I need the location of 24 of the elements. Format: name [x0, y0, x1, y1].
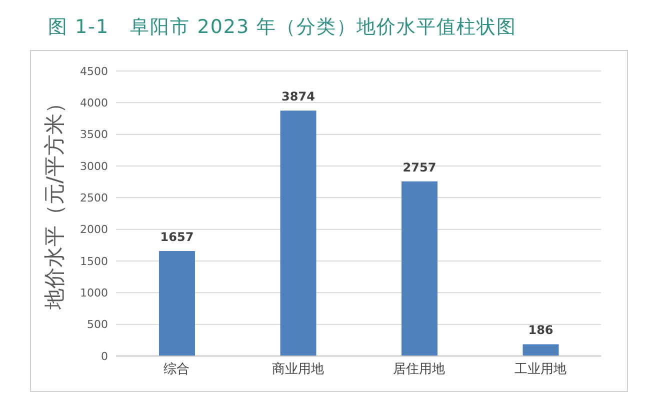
- y-tick-label: 2500: [80, 192, 108, 205]
- bar: [159, 251, 195, 356]
- x-tick-label: 综合: [164, 362, 190, 378]
- x-tick-label: 居住用地: [393, 362, 446, 378]
- y-tick-label: 2000: [80, 223, 108, 236]
- chart-title: 图 1-1 阜阳市 2023 年（分类）地价水平值柱状图: [48, 15, 517, 40]
- bar: [522, 344, 559, 356]
- data-label: 1657: [160, 230, 194, 244]
- data-label: 2757: [402, 160, 436, 174]
- data-label: 3874: [282, 90, 315, 104]
- y-tick-label: 1000: [80, 286, 108, 300]
- y-tick-label: 0: [101, 350, 108, 363]
- y-tick-label: 4500: [80, 64, 108, 78]
- x-tick-label: 工业用地: [514, 362, 566, 378]
- y-tick-label: 4000: [80, 96, 108, 110]
- y-tick-label: 1500: [80, 254, 108, 268]
- bar: [280, 110, 316, 356]
- data-label: 186: [528, 323, 554, 338]
- bar: [402, 181, 438, 356]
- y-tick-label: 3000: [80, 160, 108, 173]
- x-tick-label: 商业用地: [272, 362, 324, 378]
- y-axis-title: 地价水平（元/平方米）: [42, 92, 68, 310]
- y-tick-label: 3500: [80, 128, 108, 142]
- y-tick-label: 500: [87, 318, 108, 332]
